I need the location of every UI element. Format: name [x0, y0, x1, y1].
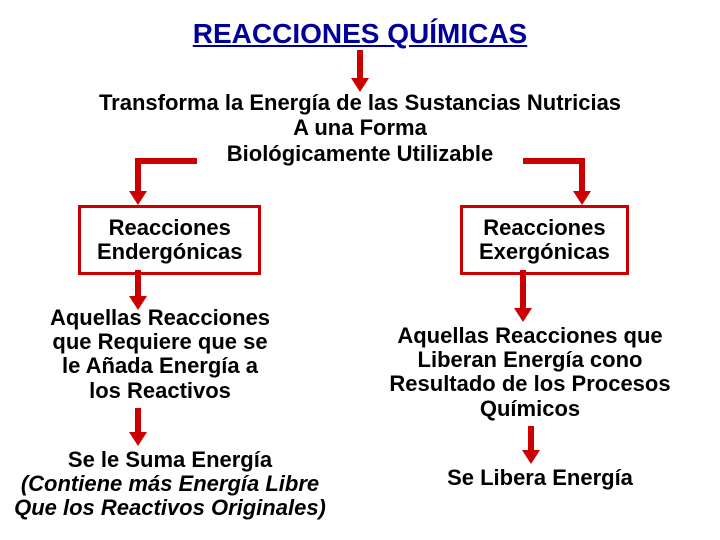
right-def-line1: Aquellas Reacciones que	[397, 323, 662, 348]
right-sum-line1: Se Libera Energía	[447, 465, 633, 490]
left-def-line4: los Reactivos	[89, 378, 231, 403]
left-sum-line2: (Contiene más Energía Libre	[21, 471, 319, 496]
right-def-line3: Resultado de los Procesos	[389, 371, 670, 396]
left-def-line3: le Añada Energía a	[62, 353, 258, 378]
right-definition: Aquellas Reacciones que Liberan Energía …	[370, 324, 690, 421]
right-summary: Se Libera Energía	[400, 466, 680, 490]
left-box-line1: Reacciones	[109, 215, 231, 240]
right-box: Reacciones Exergónicas	[460, 205, 629, 275]
subtitle-line3: Biológicamente Utilizable	[227, 141, 494, 166]
right-def-line2: Liberan Energía cono	[418, 347, 643, 372]
left-box: Reacciones Endergónicas	[78, 205, 261, 275]
left-sum-line1: Se le Suma Energía	[68, 447, 272, 472]
left-definition: Aquellas Reacciones que Requiere que se …	[20, 306, 300, 403]
subtitle-block: Transforma la Energía de las Sustancias …	[0, 90, 720, 166]
right-box-line1: Reacciones	[483, 215, 605, 240]
subtitle-line2: A una Forma	[293, 115, 427, 140]
right-box-line2: Exergónicas	[479, 239, 610, 264]
left-summary: Se le Suma Energía (Contiene más Energía…	[0, 448, 340, 521]
left-def-line1: Aquellas Reacciones	[50, 305, 270, 330]
left-def-line2: que Requiere que se	[52, 329, 267, 354]
right-def-line4: Químicos	[480, 396, 580, 421]
page-title: REACCIONES QUÍMICAS	[0, 18, 720, 50]
subtitle-line1: Transforma la Energía de las Sustancias …	[99, 90, 621, 115]
left-sum-line3: Que los Reactivos Originales)	[14, 495, 326, 520]
left-box-line2: Endergónicas	[97, 239, 242, 264]
